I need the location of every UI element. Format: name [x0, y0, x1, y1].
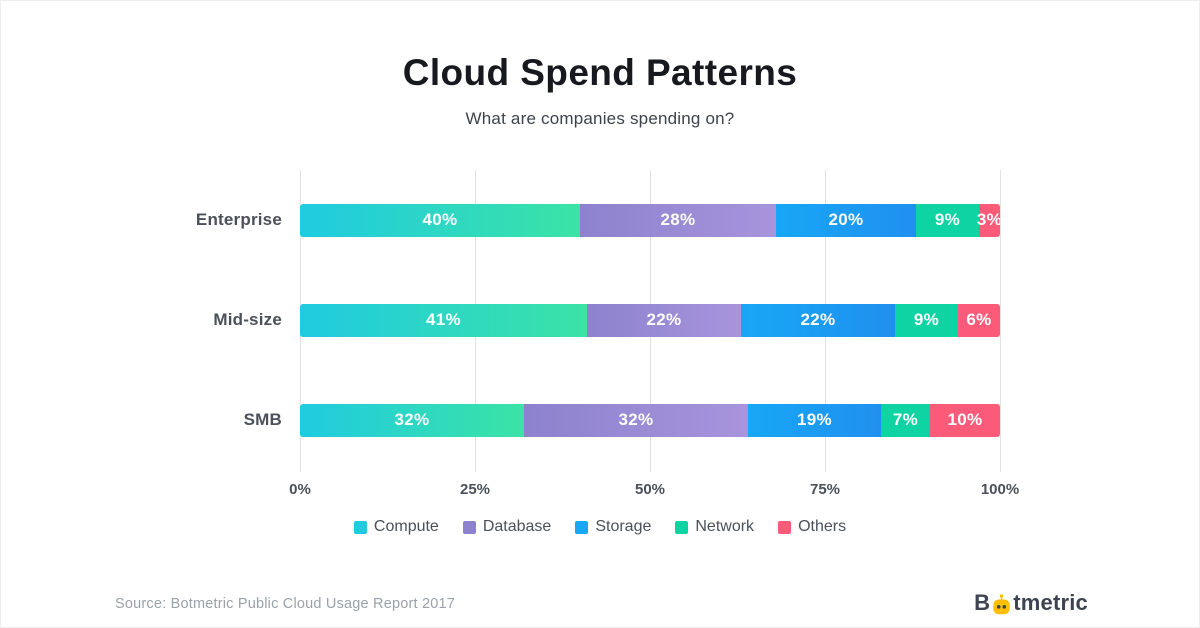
bar-segment-network: 9% [895, 303, 958, 337]
legend-label: Others [798, 518, 847, 535]
brand-logo: B tmetric [974, 590, 1088, 616]
bar-segment-compute: 32% [300, 403, 524, 437]
chart-title: Cloud Spend Patterns [402, 52, 798, 93]
legend-item-compute: Compute [353, 518, 439, 536]
stacked-bar: 41% 22% 22% 9% 6% [300, 303, 1000, 337]
stacked-bar: 40% 28% 20% 9% 3% [300, 203, 1000, 237]
legend-item-database: Database [462, 518, 552, 536]
bar-segment-others: 6% [958, 303, 1000, 337]
legend-item-storage: Storage [575, 518, 651, 536]
legend-label: Compute [373, 518, 439, 535]
stacked-bar: 32% 32% 19% 7% 10% [300, 403, 1000, 437]
x-axis-tick: 25% [459, 481, 491, 498]
legend-item-network: Network [675, 518, 754, 536]
legend-label: Database [482, 518, 552, 535]
legend: Compute Database Storage Network Others [0, 518, 1200, 536]
category-label: Mid-size [213, 310, 282, 329]
bar-segment-others: 3% [977, 203, 1000, 237]
gridline [999, 170, 1001, 472]
botmetric-robot-icon [992, 593, 1011, 615]
source-note: Source: Botmetric Public Cloud Usage Rep… [115, 596, 456, 612]
bar-row: 41% 22% 22% 9% 6% [300, 270, 1000, 370]
bar-segment-storage: 19% [748, 403, 881, 437]
x-axis-tick: 0% [289, 481, 311, 498]
bar-segment-compute: 40% [300, 203, 580, 237]
bar-segment-network: 7% [881, 403, 930, 437]
legend-swatch-icon [675, 520, 689, 534]
legend-item-others: Others [778, 518, 846, 536]
x-axis-tick: 75% [809, 481, 841, 498]
bar-segment-network: 9% [916, 203, 979, 237]
legend-swatch-icon [778, 520, 792, 534]
legend-swatch-icon [462, 520, 476, 534]
bar-segment-database: 22% [587, 303, 741, 337]
x-axis: 0% 25% 50% 75% 100% [0, 481, 1200, 503]
x-axis-tick: 100% [980, 481, 1020, 498]
bar-segment-database: 32% [524, 403, 748, 437]
legend-swatch-icon [353, 520, 367, 534]
bar-segment-storage: 22% [741, 303, 895, 337]
bar-segment-compute: 41% [300, 303, 587, 337]
bar-segment-storage: 20% [776, 203, 916, 237]
bar-row: 32% 32% 19% 7% 10% [300, 370, 1000, 470]
chart-subtitle: What are companies spending on? [465, 109, 735, 128]
x-axis-tick: 50% [634, 481, 666, 498]
brand-text-suffix: tmetric [1013, 590, 1088, 615]
brand-text-prefix: B [974, 590, 991, 615]
category-label: SMB [243, 410, 282, 429]
bar-segment-others: 10% [930, 403, 1000, 437]
legend-label: Storage [595, 518, 652, 535]
bar-row: 40% 28% 20% 9% 3% [300, 170, 1000, 270]
bar-segment-database: 28% [580, 203, 776, 237]
legend-swatch-icon [575, 520, 589, 534]
legend-label: Network [695, 518, 755, 535]
plot-area: 40% 28% 20% 9% 3% 41% 22% 22% 9% 6% 32% 32% 19% 7% 10% [299, 170, 1001, 472]
category-label: Enterprise [195, 210, 282, 229]
